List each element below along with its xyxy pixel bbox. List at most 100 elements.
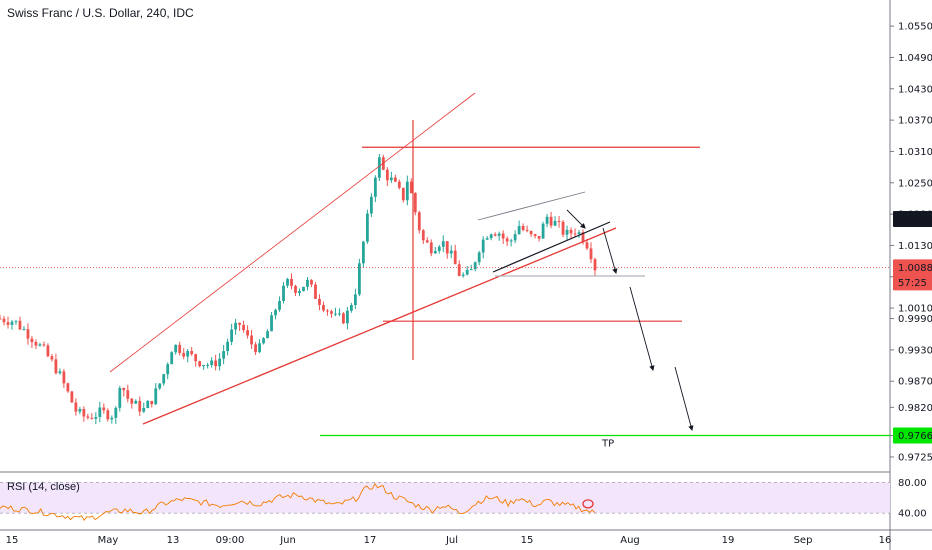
candle-body [338,313,341,315]
candle-body [517,225,521,235]
candle-body [449,250,453,254]
y-tick-label: 0.9820 [898,403,932,414]
candle-body [545,216,549,224]
candle-body [270,315,273,332]
candle-body [262,338,265,344]
pattern-lower-line [492,221,611,273]
rsi-level-label: 80.00 [898,478,927,489]
candle-body [342,313,345,324]
candle-body [429,242,433,254]
candle-body [405,181,409,201]
candle-body [58,371,62,374]
candle-body [521,225,525,230]
candle-body [509,240,513,242]
candle-body [150,400,154,405]
projection-arrow [566,209,586,229]
pattern-upper-line [477,191,586,221]
tp-label: TP [601,439,614,450]
candle-body [505,238,509,242]
x-tick-label: Jun [279,535,296,546]
candle-body [206,364,210,366]
projection-arrow [629,286,655,372]
candle-body [246,330,249,336]
upper-channel-line [109,92,476,373]
candle-body [525,229,529,232]
candle-body [322,304,325,311]
candle-body [0,318,2,320]
countdown-badge: 57:25 [898,278,927,289]
y-tick-label: 0.9930 [898,345,932,356]
x-tick-label: 13 [167,535,180,546]
candle-body [86,416,90,418]
x-tick-label: May [98,535,119,546]
candle-body [198,361,202,367]
candle-body [354,294,357,306]
candle-body [585,242,589,249]
candle-body [481,239,485,253]
candle-body [577,232,581,234]
candle-body [318,298,321,305]
candle-body [537,236,541,239]
candle-body [258,343,261,353]
candle-body [122,388,126,391]
projection-arrow [602,227,618,275]
x-tick-label: Aug [620,535,640,546]
candle-body [294,285,297,293]
candle-body [234,322,238,330]
candle-body [190,351,194,355]
candle-body [529,231,533,235]
candle-body [230,329,234,342]
candle-body [6,322,10,325]
candle-body [118,388,122,408]
candle-body [441,241,445,247]
candle-body [186,351,190,357]
tp-price-badge-bg [893,427,932,444]
candle-body [142,407,146,412]
candle-body [437,246,441,251]
candle-body [581,232,585,243]
candle-body [589,248,593,260]
candle-body [425,240,429,243]
y-tick-label: 0.9990 [898,314,932,325]
candle-body [397,181,401,188]
candle-body [66,383,70,392]
candle-body [70,391,74,403]
candle-body [138,400,142,412]
candle-body [34,342,38,346]
candle-body [74,402,78,412]
current-price-badge: 1.0155 [898,215,932,226]
countdown-badge-bg [893,274,932,291]
candle-body [158,383,162,389]
candle-body [254,344,257,353]
candle-body [497,233,501,236]
y-tick-label: 0.9870 [898,377,932,388]
last-price-badge-bg [893,259,932,276]
candle-body [409,181,413,194]
candle-body [94,416,98,419]
candle-body [549,216,553,226]
candle-body [106,410,110,420]
candle-body [489,234,493,239]
y-tick-label: 1.0370 [898,116,932,127]
candle-body [533,234,537,237]
candle-body [413,193,417,213]
candle-body [553,220,557,226]
last-price-badge: 1.0088 [898,263,932,274]
candle-body [326,310,329,312]
candle-body [286,278,289,286]
candle-body [38,344,42,346]
chart-title: Swiss Franc / U.S. Dollar, 240, IDC [7,6,194,20]
x-tick-label: 16 [879,535,892,546]
candle-body [182,352,186,357]
candle-body [557,220,561,222]
candle-body [569,229,573,234]
y-tick-label: 1.0550 [898,22,932,33]
candle-body [278,301,281,310]
y-tick-label: 0.9725 [898,452,932,463]
candle-body [146,400,150,408]
projection-arrow [674,366,694,432]
candle-body [314,284,317,299]
candle-body [473,262,477,270]
